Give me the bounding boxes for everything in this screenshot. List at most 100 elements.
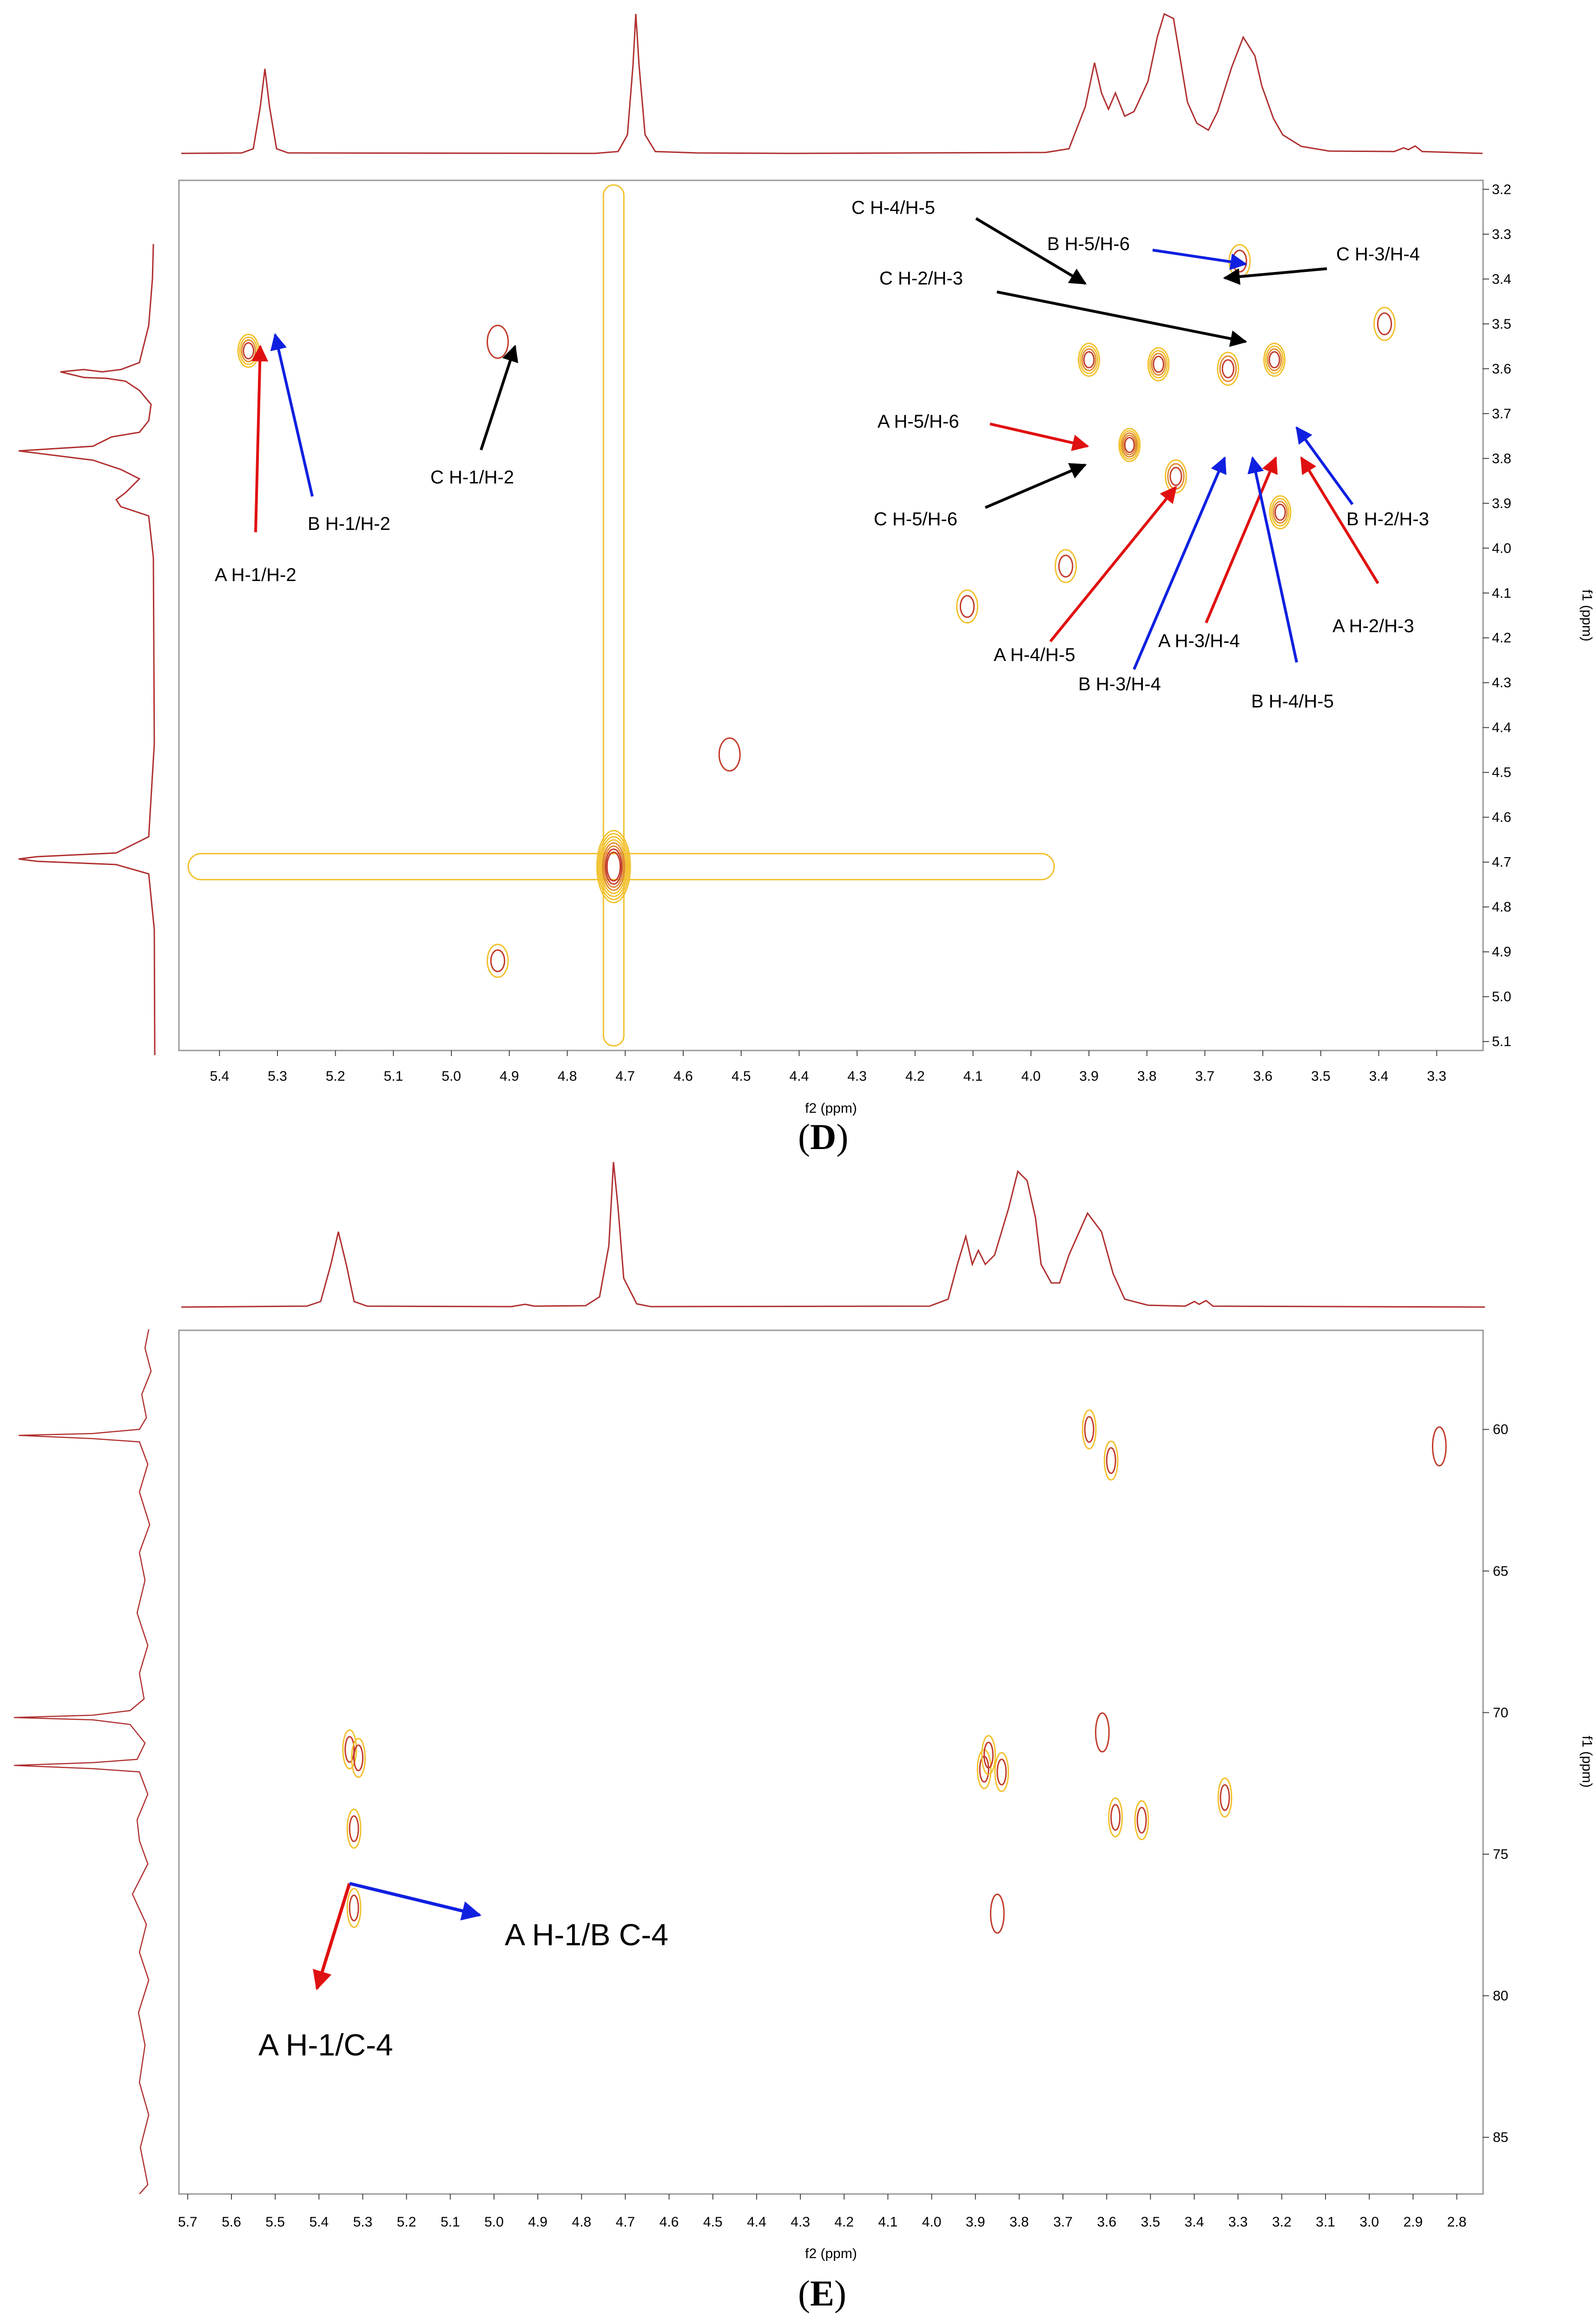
d-peak-15 — [718, 737, 741, 772]
e-peak-8 — [1103, 1440, 1119, 1481]
d-peak-2-contour-6 — [599, 836, 628, 898]
d-peak-12-contour-2 — [1055, 549, 1077, 583]
d-arrow-a-h3h4 — [1205, 456, 1278, 624]
d-ytick-label-19: 5.1 — [1492, 1034, 1511, 1050]
e-arrow-a-h1-c4 — [313, 1883, 351, 1991]
d-xtick-label-0: 5.4 — [210, 1069, 229, 1084]
d-panel-paren-close: ) — [836, 1117, 848, 1157]
e-peak-5 — [981, 1735, 996, 1775]
e-peak-6 — [994, 1752, 1009, 1792]
d-peak-15-contour-1 — [718, 737, 741, 772]
e-xtick-label-10: 4.7 — [616, 2214, 635, 2230]
d-xtick-label-13: 4.1 — [963, 1069, 983, 1084]
d-ytick-label-9: 4.1 — [1492, 586, 1511, 601]
d-xtick-label-17: 3.7 — [1195, 1069, 1215, 1084]
d-xtick-label-2: 5.2 — [326, 1069, 345, 1084]
d-xtick-label-14: 4.0 — [1021, 1069, 1041, 1084]
e-label-a-h1-c4: A H-1/C-4 — [258, 2028, 393, 2062]
e-xtick-label-21: 3.6 — [1097, 2214, 1116, 2230]
d-peak-3-contour-3 — [1079, 345, 1099, 374]
d-peak-5-contour-1 — [1221, 359, 1234, 378]
d-side-projection-spectrum — [18, 244, 156, 1056]
d-label-b-h5h6: B H-5/H-6 — [1047, 234, 1130, 254]
d-xtick-label-9: 4.5 — [732, 1069, 751, 1084]
e-peak-9-contour-1 — [1095, 1712, 1110, 1753]
d-xtick-label-16: 3.8 — [1137, 1069, 1157, 1084]
e-ytick-label-4: 80 — [1493, 1989, 1508, 2004]
e-y-axis-label: f1 (ppm) — [1579, 1736, 1595, 1788]
d-ytick-label-2: 3.4 — [1492, 271, 1511, 287]
d-label-a-h4h5: A H-4/H-5 — [994, 645, 1075, 665]
e-xtick-label-16: 4.1 — [878, 2214, 898, 2230]
e-xtick-label-25: 3.2 — [1272, 2214, 1292, 2230]
d-label-c-h4h5: C H-4/H-5 — [851, 198, 935, 218]
e-peak-0-contour-1 — [344, 1736, 355, 1763]
e-panel-paren-close: ) — [834, 2273, 846, 2313]
d-peak-5-contour-2 — [1219, 355, 1237, 382]
d-peak-9 — [1269, 495, 1292, 529]
d-peak-11 — [1373, 307, 1396, 341]
d-arrow-c-h4h5 — [975, 217, 1087, 285]
d-peak-3-contour-1 — [1083, 351, 1095, 369]
d-arrow-a-h2h3 — [1300, 456, 1379, 584]
d-peak-12 — [1055, 549, 1077, 583]
d-y-axis-label: f1 (ppm) — [1579, 589, 1595, 641]
d-ytick-label-15: 4.7 — [1492, 855, 1511, 870]
d-peak-2-contour-7 — [598, 833, 630, 900]
e-peak-10-contour-1 — [1110, 1804, 1121, 1831]
e-xtick-label-7: 5.0 — [484, 2214, 504, 2230]
d-xtick-label-19: 3.5 — [1311, 1069, 1331, 1084]
e-peak-7-contour-1 — [1084, 1416, 1095, 1443]
e-label-a-h1-b-c4: A H-1/B C-4 — [505, 1917, 668, 1952]
panel-d: 5.4 5.3 5.2 5.1 5.0 4.9 4.8 4.7 4.6 4.5 4.4 4.3 4.2 4… — [18, 13, 1595, 1157]
d-xtick-label-10: 4.4 — [790, 1069, 809, 1084]
e-peak-1-contour-1 — [353, 1744, 364, 1771]
d-xtick-label-1: 5.3 — [268, 1069, 287, 1084]
d-xtick-label-3: 5.1 — [384, 1069, 403, 1084]
d-label-a-h1h2: A H-1/H-2 — [215, 565, 297, 585]
e-xtick-label-14: 4.3 — [791, 2214, 810, 2230]
e-peak-3 — [346, 1888, 362, 1928]
d-ytick-label-12: 4.4 — [1492, 720, 1511, 735]
d-peak-7 — [1118, 428, 1141, 462]
e-peak-2 — [346, 1809, 362, 1849]
d-ytick-label-18: 5.0 — [1492, 989, 1511, 1004]
e-xtick-label-28: 2.9 — [1403, 2214, 1423, 2230]
d-peak-2-contour-2 — [605, 848, 623, 885]
e-peak-7 — [1082, 1409, 1097, 1450]
e-peak-12-contour-2 — [1217, 1777, 1233, 1818]
d-arrow-c-h1h2 — [480, 344, 519, 450]
e-peak-7-contour-2 — [1082, 1409, 1097, 1450]
d-arrow-b-h2h3 — [1295, 426, 1354, 505]
d-xtick-label-4: 5.0 — [442, 1069, 461, 1084]
e-xtick-label-23: 3.4 — [1185, 2214, 1204, 2230]
d-label-a-h3h4: A H-3/H-4 — [1158, 631, 1240, 651]
e-peak-12-contour-1 — [1220, 1784, 1230, 1811]
d-ytick-label-8: 4.0 — [1492, 541, 1511, 556]
d-peak-13-contour-2 — [956, 589, 978, 624]
e-xtick-label-11: 4.6 — [660, 2214, 679, 2230]
d-peak-8 — [1165, 459, 1187, 494]
d-arrow-a-h4h5 — [1049, 486, 1177, 642]
d-peak-4-contour-2 — [1151, 353, 1166, 376]
e-xtick-label-27: 3.0 — [1359, 2214, 1379, 2230]
e-xtick-label-2: 5.5 — [265, 2214, 285, 2230]
d-peak-3-contour-4 — [1078, 343, 1100, 377]
e-peak-13-contour-1 — [989, 1893, 1005, 1934]
d-label-c-h5h6: C H-5/H-6 — [874, 509, 957, 529]
e-peak-12 — [1217, 1777, 1233, 1818]
e-peak-2-contour-1 — [349, 1815, 359, 1842]
e-peak-9 — [1095, 1712, 1110, 1753]
e-ytick-label-3: 75 — [1493, 1847, 1508, 1862]
d-axis-ticks: 5.4 5.3 5.2 5.1 5.0 4.9 4.8 4.7 4.6 4.5 4.4 4.3 4.2 4… — [210, 182, 1511, 1084]
d-peak-2-contour-8 — [596, 830, 631, 904]
e-contour-peaks — [342, 1409, 1447, 1934]
e-peak-8-contour-1 — [1106, 1447, 1116, 1474]
d-peak-6-contour-4 — [1263, 343, 1286, 377]
d-xtick-label-6: 4.8 — [558, 1069, 577, 1084]
d-peak-4-contour-4 — [1147, 347, 1170, 382]
e-peak-10 — [1108, 1797, 1123, 1837]
d-peak-0-contour-3 — [239, 337, 258, 365]
d-arrow-a-h1h2 — [251, 344, 269, 533]
d-water-ridge-vertical — [602, 184, 625, 1047]
